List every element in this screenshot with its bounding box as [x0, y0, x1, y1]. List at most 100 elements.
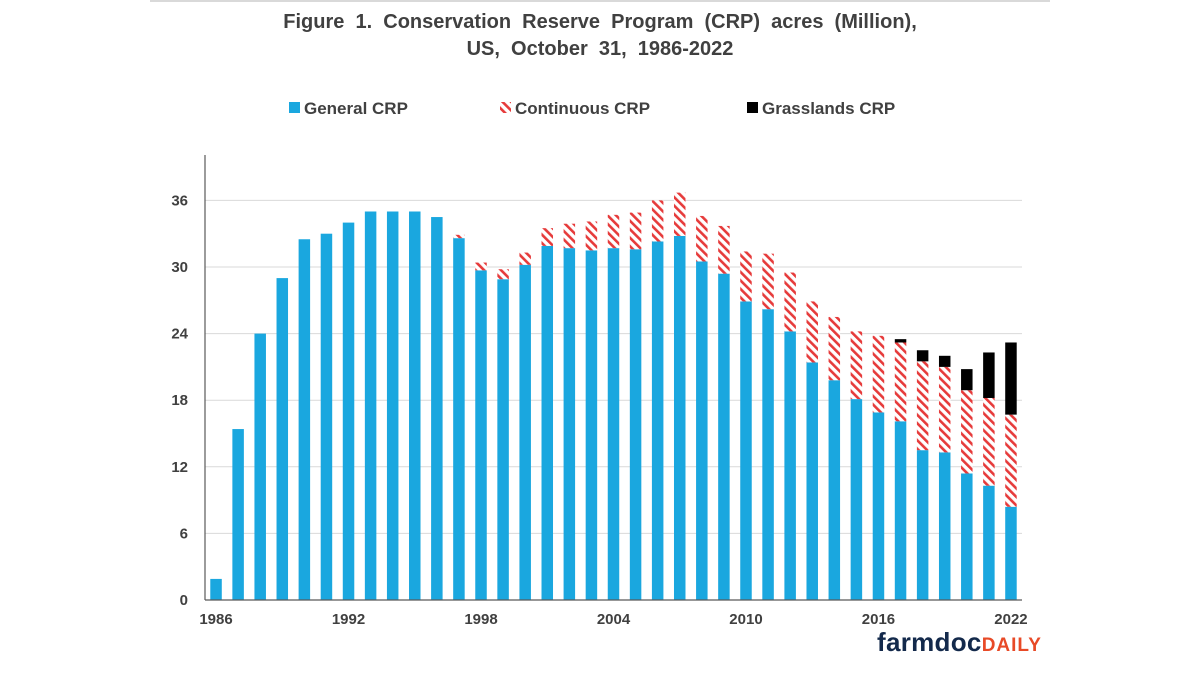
bar-2013-continuous-crp	[806, 301, 818, 363]
bar-2022-continuous-crp	[1005, 414, 1017, 507]
logo-daily: DAILY	[981, 635, 1042, 656]
bar-2008-general-crp	[696, 261, 708, 600]
bar-2016-continuous-crp	[872, 335, 885, 413]
legend: General CRP Continuous CRP Grasslands CRP	[289, 99, 895, 118]
bar-1997-general-crp	[453, 238, 465, 600]
bar-2003-continuous-crp	[585, 221, 598, 251]
bar-2011-continuous-crp	[762, 253, 774, 310]
y-tick-36: 36	[171, 192, 188, 209]
y-tick-18: 18	[171, 392, 188, 409]
bar-2002-general-crp	[563, 248, 576, 600]
bar-1996-general-crp	[431, 217, 443, 601]
bar-2006-general-crp	[651, 241, 664, 600]
bar-1989-general-crp	[276, 278, 289, 600]
bar-1997-continuous-crp	[453, 234, 465, 239]
bar-2014-general-crp	[828, 380, 841, 600]
legend-label-continuous-crp: Continuous CRP	[515, 99, 650, 118]
x-tick-1986: 1986	[199, 611, 232, 628]
bar-2008-continuous-crp	[696, 215, 708, 262]
bar-2015-continuous-crp	[850, 331, 863, 400]
bar-2018-grasslands-crp	[916, 350, 929, 362]
y-tick-30: 30	[171, 259, 188, 276]
x-tick-2004: 2004	[597, 611, 631, 628]
x-tick-1992: 1992	[332, 611, 365, 628]
bar-2019-grasslands-crp	[938, 355, 951, 367]
bar-2010-continuous-crp	[740, 251, 752, 302]
bar-2006-continuous-crp	[651, 200, 664, 242]
bar-2016-general-crp	[872, 412, 885, 600]
bar-2005-continuous-crp	[629, 212, 642, 250]
bar-2019-general-crp	[938, 452, 951, 600]
bar-2011-general-crp	[762, 309, 774, 600]
bar-2002-continuous-crp	[563, 223, 576, 249]
bar-1999-continuous-crp	[497, 269, 509, 280]
bar-2007-continuous-crp	[673, 192, 686, 236]
bar-2021-general-crp	[983, 485, 995, 600]
bar-2021-continuous-crp	[983, 397, 995, 486]
bar-1993-general-crp	[364, 211, 377, 600]
logo-farmdoc: farmdoc	[877, 627, 982, 657]
bar-2004-continuous-crp	[607, 214, 620, 249]
bar-2013-general-crp	[806, 362, 818, 600]
bar-2022-general-crp	[1005, 506, 1017, 600]
bar-1995-general-crp	[409, 211, 421, 600]
bar-1998-general-crp	[475, 270, 487, 600]
x-tick-2010: 2010	[729, 611, 762, 628]
bar-2014-continuous-crp	[828, 316, 841, 381]
bar-1990-general-crp	[298, 239, 311, 600]
bar-2010-general-crp	[740, 301, 752, 600]
bar-2017-continuous-crp	[894, 342, 907, 422]
axes	[204, 155, 1022, 601]
bar-2012-continuous-crp	[784, 272, 796, 332]
bar-1988-general-crp	[254, 333, 266, 600]
top-rule	[150, 0, 1050, 2]
chart-title-line-2: US, October 31, 1986-2022	[466, 38, 734, 60]
bar-2009-continuous-crp	[718, 225, 730, 274]
bar-2017-general-crp	[894, 421, 907, 600]
bar-2019-continuous-crp	[938, 366, 951, 453]
bar-2021-grasslands-crp	[983, 352, 995, 398]
y-tick-12: 12	[171, 459, 188, 476]
bar-2012-general-crp	[784, 331, 796, 600]
legend-swatch-general-crp	[289, 102, 300, 113]
bar-2000-continuous-crp	[519, 252, 531, 265]
bar-1986-general-crp	[210, 578, 222, 600]
bar-1999-general-crp	[497, 279, 509, 600]
legend-swatch-grasslands-crp	[747, 102, 758, 113]
legend-label-grasslands-crp: Grasslands CRP	[762, 99, 895, 118]
bar-2009-general-crp	[718, 273, 730, 600]
bar-2001-continuous-crp	[541, 228, 554, 246]
bar-2020-continuous-crp	[961, 390, 973, 474]
bar-2018-continuous-crp	[916, 361, 929, 451]
x-tick-2016: 2016	[862, 611, 895, 628]
farmdoc-daily-logo: farmdocDAILY	[877, 627, 1042, 658]
y-tick-0: 0	[180, 592, 188, 609]
bars	[210, 192, 1017, 601]
x-tick-1998: 1998	[464, 611, 497, 628]
bar-2015-general-crp	[850, 399, 863, 600]
bar-2020-general-crp	[961, 473, 973, 600]
chart-title-line-1: Figure 1. Conservation Reserve Program (…	[283, 11, 917, 33]
bar-1998-continuous-crp	[475, 262, 487, 271]
bar-1991-general-crp	[320, 233, 333, 600]
bar-1987-general-crp	[232, 429, 244, 600]
x-tick-2022: 2022	[994, 611, 1027, 628]
legend-label-general-crp: General CRP	[304, 99, 408, 118]
x-tick-labels: 1986 1992 1998 2004 2010 2016 2022	[199, 611, 1027, 628]
chart-title: Figure 1. Conservation Reserve Program (…	[150, 9, 1050, 63]
bar-1994-general-crp	[386, 211, 399, 600]
bar-2000-general-crp	[519, 264, 531, 600]
bar-2003-general-crp	[585, 250, 598, 600]
y-tick-labels: 0 6 12 18 24 30 36	[171, 192, 188, 609]
bar-2022-grasslands-crp	[1005, 342, 1017, 415]
bar-2007-general-crp	[673, 235, 686, 601]
legend-swatch-continuous-crp	[500, 102, 511, 113]
y-tick-6: 6	[180, 525, 188, 542]
y-tick-24: 24	[171, 326, 188, 343]
bar-2018-general-crp	[916, 450, 929, 600]
bar-2001-general-crp	[541, 245, 554, 600]
bar-2017-grasslands-crp	[894, 339, 907, 343]
bar-2005-general-crp	[629, 249, 642, 601]
bar-2004-general-crp	[607, 248, 620, 600]
